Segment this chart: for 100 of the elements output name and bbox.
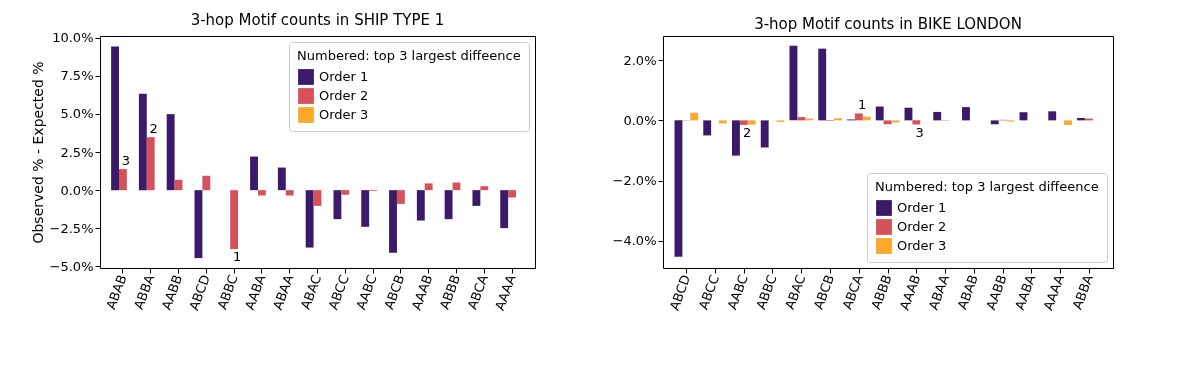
bar	[760, 120, 769, 148]
bar	[1064, 120, 1072, 125]
bar	[875, 106, 884, 121]
x-tick-label: AAAB	[408, 272, 436, 313]
bar	[416, 190, 425, 221]
y-tick-label: 7.5%	[60, 68, 94, 84]
bar	[333, 190, 342, 220]
chart-title: 3-hop Motif counts in SHIP TYPE 1	[190, 10, 445, 29]
y-tick-label: −4.0%	[612, 233, 657, 249]
legend-label: Order 2	[897, 219, 947, 234]
bar	[797, 117, 806, 121]
legend-title: Numbered: top 3 largest diffeence	[875, 179, 1099, 194]
x-tick-label: ABCD	[666, 272, 694, 313]
bar	[250, 156, 258, 191]
bar	[230, 190, 239, 250]
annotation: 2	[743, 124, 752, 140]
annotation: 1	[232, 249, 242, 265]
x-tick-label: ABAC	[782, 272, 809, 312]
bar	[111, 46, 119, 191]
bar	[739, 120, 748, 125]
x-tick-label: ABAC	[297, 272, 325, 312]
annotation: 1	[858, 97, 867, 113]
y-tick-label: 0.0%	[60, 182, 94, 198]
bar	[500, 190, 509, 229]
x-tick-label: AABA	[242, 272, 269, 312]
x-tick-label: AAAA	[1040, 272, 1068, 313]
y-tick-label: 2.5%	[60, 144, 94, 160]
x-tick-label: ABAA	[269, 272, 297, 312]
annotation: 3	[121, 153, 131, 169]
x-tick-label: ABCC	[325, 272, 352, 312]
legend-label: Order 1	[897, 200, 947, 215]
x-tick-label: ABBA	[131, 272, 158, 312]
legend-label: Order 2	[319, 88, 369, 103]
x-tick-label: AABA	[1011, 272, 1039, 312]
bar	[305, 190, 314, 248]
x-tick-label: ABCB	[381, 272, 408, 312]
bar	[854, 113, 863, 121]
bar	[703, 120, 712, 136]
x-tick-label: ABAA	[925, 272, 953, 312]
bar	[690, 112, 699, 121]
y-tick-label: 2.0%	[623, 52, 657, 68]
legend-label: Order 3	[319, 107, 369, 122]
x-tick-label: AABB	[983, 272, 1010, 312]
x-tick-label: ABBB	[868, 272, 895, 312]
bar	[424, 183, 433, 191]
y-axis-title: Observed % - Expected %	[29, 61, 46, 244]
x-tick-label: AABB	[158, 272, 186, 312]
bar	[285, 190, 294, 196]
x-tick-label: ABAB	[954, 272, 981, 312]
bar	[361, 190, 370, 227]
x-tick-label: AABC	[353, 272, 380, 312]
legend-title: Numbered: top 3 largest diffeence	[297, 48, 521, 63]
x-tick-label: ABBA	[1069, 272, 1096, 312]
x-tick-label: AABC	[724, 272, 751, 312]
bar	[508, 190, 517, 198]
bar	[166, 114, 175, 191]
bar	[146, 137, 155, 191]
bar	[1048, 111, 1057, 121]
x-tick-label: ABCA	[839, 272, 866, 312]
x-tick-label: AAAA	[492, 272, 519, 313]
bar	[389, 190, 397, 253]
bar	[912, 120, 921, 125]
bar	[313, 190, 322, 206]
bar	[747, 120, 756, 125]
x-tick-label: ABBB	[436, 272, 464, 312]
legend-label: Order 3	[897, 238, 947, 253]
bar	[834, 118, 842, 121]
bar	[883, 120, 892, 125]
x-tick-label: ABBC	[214, 272, 241, 312]
y-tick-label: 5.0%	[60, 106, 94, 122]
bar	[962, 107, 970, 121]
annotation: 2	[149, 121, 158, 137]
y-tick-label: −2.0%	[612, 173, 657, 189]
bar	[818, 48, 827, 121]
bar	[341, 190, 350, 195]
x-tick-label: ABBC	[753, 272, 780, 312]
bar	[732, 120, 740, 156]
bar	[277, 167, 286, 191]
bar	[719, 120, 727, 124]
bar	[472, 190, 481, 206]
y-tick-label: 0.0%	[623, 112, 657, 128]
bar	[118, 169, 127, 191]
bar	[257, 190, 266, 196]
x-tick-label: ABCC	[695, 272, 723, 312]
bar	[480, 186, 489, 191]
y-tick-label: 10.0%	[52, 30, 94, 46]
bar	[138, 93, 147, 191]
legend-label: Order 1	[319, 69, 369, 84]
x-tick-label: ABCD	[186, 272, 213, 313]
annotation: 3	[915, 124, 924, 140]
x-tick-label: AAAB	[896, 272, 924, 313]
x-tick-label: ABCA	[464, 272, 491, 312]
bar	[990, 120, 999, 125]
bar	[396, 190, 405, 204]
bar	[933, 111, 942, 121]
x-tick-label: ABAB	[103, 272, 130, 312]
bar	[444, 190, 453, 220]
y-tick-label: −5.0%	[49, 258, 94, 274]
bar	[202, 175, 211, 191]
chart-title: 3-hop Motif counts in BIKE LONDON	[754, 15, 1022, 33]
